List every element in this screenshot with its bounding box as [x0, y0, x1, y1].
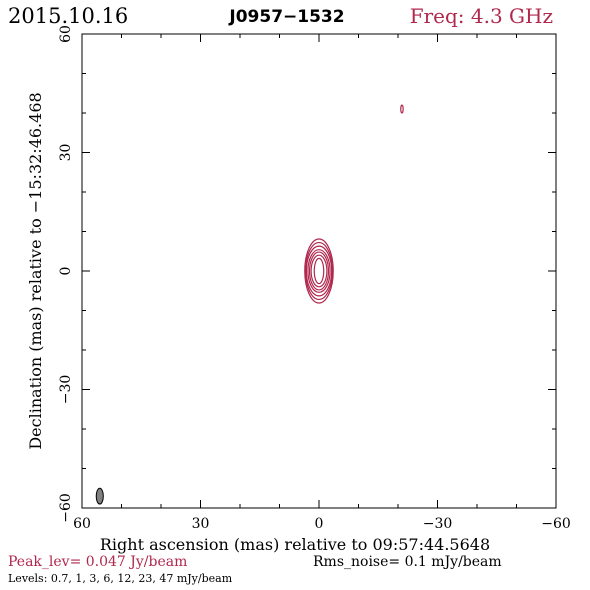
beam-ellipse [95, 487, 104, 505]
x-tick-label: 0 [315, 516, 324, 532]
y-tick-label: 30 [58, 144, 74, 162]
contour-line [304, 241, 334, 301]
contour-line [310, 254, 328, 288]
contour-line [400, 104, 404, 114]
rms-noise: Rms_noise= 0.1 mJy/beam [313, 554, 502, 570]
contour-components [304, 104, 404, 304]
contour-line [308, 251, 330, 291]
contour-levels: Levels: 0.7, 1, 3, 6, 12, 23, 47 mJy/bea… [8, 572, 233, 585]
y-tick-label: −60 [58, 493, 74, 523]
y-axis-label: Declination (mas) relative to −15:32:46.… [26, 92, 45, 449]
y-tick-label: 0 [58, 267, 74, 276]
y-tick-labels: 60 30 0 −30 −60 [58, 25, 74, 523]
frequency-label: Freq: 4.3 GHz [410, 4, 553, 28]
x-tick-label: 30 [192, 516, 210, 532]
beam-ellipse-group [95, 487, 104, 505]
x-tick-label: −60 [541, 516, 571, 532]
source-name: J0957−1532 [228, 7, 344, 27]
x-tick-labels: 60 30 0 −30 −60 [73, 516, 571, 532]
contour-line [307, 249, 331, 293]
plot-frame [81, 33, 557, 509]
contour-line [313, 257, 325, 285]
x-tick-label: 60 [73, 516, 91, 532]
y-tick-label: −30 [58, 375, 74, 405]
contour-line [304, 238, 334, 304]
y-tick-label: 60 [58, 25, 74, 43]
contour-line [305, 245, 333, 297]
axis-ticks [81, 33, 557, 509]
x-tick-label: −30 [423, 516, 453, 532]
observation-date: 2015.10.16 [8, 4, 128, 28]
peak-level: Peak_lev= 0.047 Jy/beam [8, 554, 187, 570]
x-axis-label: Right ascension (mas) relative to 09:57:… [100, 535, 490, 554]
